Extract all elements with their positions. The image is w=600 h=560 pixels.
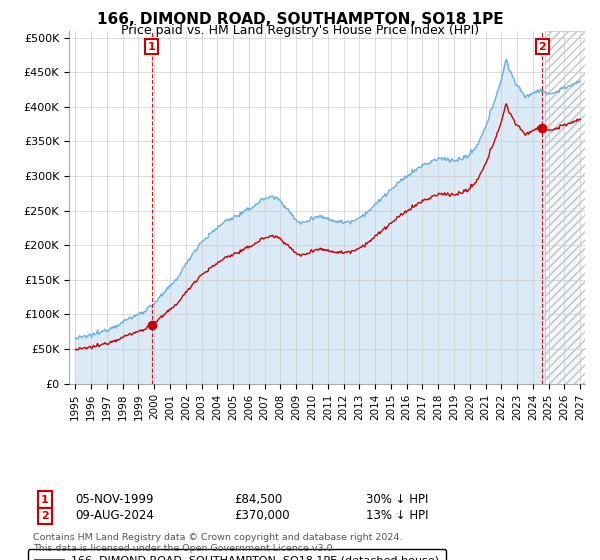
Text: Price paid vs. HM Land Registry's House Price Index (HPI): Price paid vs. HM Land Registry's House … [121, 24, 479, 37]
Text: 05-NOV-1999: 05-NOV-1999 [75, 493, 154, 506]
Text: £370,000: £370,000 [234, 509, 290, 522]
Text: 1: 1 [148, 41, 155, 52]
Legend: 166, DIMOND ROAD, SOUTHAMPTON, SO18 1PE (detached house), HPI: Average price, de: 166, DIMOND ROAD, SOUTHAMPTON, SO18 1PE … [28, 549, 446, 560]
Text: 166, DIMOND ROAD, SOUTHAMPTON, SO18 1PE: 166, DIMOND ROAD, SOUTHAMPTON, SO18 1PE [97, 12, 503, 27]
Text: 09-AUG-2024: 09-AUG-2024 [75, 509, 154, 522]
Text: 30% ↓ HPI: 30% ↓ HPI [366, 493, 428, 506]
Text: £84,500: £84,500 [234, 493, 282, 506]
Text: 1: 1 [41, 494, 49, 505]
Text: 2: 2 [539, 41, 546, 52]
Text: Contains HM Land Registry data © Crown copyright and database right 2024.
This d: Contains HM Land Registry data © Crown c… [33, 533, 403, 553]
Text: 2: 2 [41, 511, 49, 521]
Text: 13% ↓ HPI: 13% ↓ HPI [366, 509, 428, 522]
